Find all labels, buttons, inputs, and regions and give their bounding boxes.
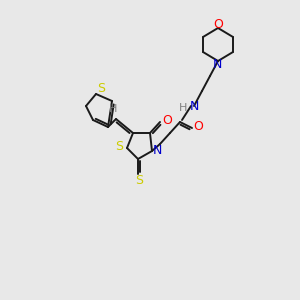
Text: H: H	[109, 104, 117, 114]
Text: S: S	[135, 173, 143, 187]
Text: O: O	[162, 115, 172, 128]
Text: H: H	[179, 103, 187, 113]
Text: N: N	[152, 143, 162, 157]
Text: N: N	[212, 58, 222, 71]
Text: S: S	[97, 82, 105, 95]
Text: N: N	[189, 100, 199, 112]
Text: O: O	[193, 121, 203, 134]
Text: O: O	[213, 19, 223, 32]
Text: S: S	[115, 140, 123, 152]
